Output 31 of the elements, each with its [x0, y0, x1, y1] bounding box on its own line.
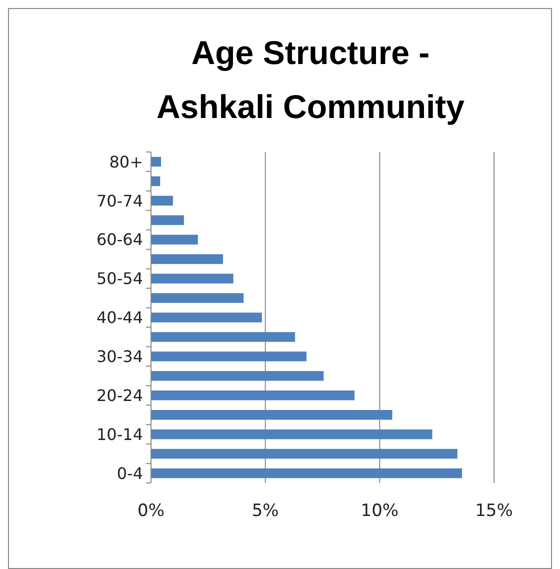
y-tick-label: 30-34: [96, 347, 143, 366]
x-tick-label: 10%: [360, 501, 399, 521]
y-tick-label: 20-24: [96, 386, 143, 405]
y-tick-label: 60-64: [96, 230, 143, 250]
bar: [151, 156, 162, 167]
bar: [151, 293, 244, 303]
x-tick-label: 15%: [475, 501, 513, 521]
bar: [151, 468, 462, 478]
y-tick-label: 10-14: [96, 424, 143, 444]
bar: [151, 352, 306, 362]
bar: [151, 196, 173, 206]
bar: [151, 332, 296, 342]
bar: [151, 410, 392, 420]
bar: [151, 429, 432, 440]
y-tick-label: 70-74: [96, 191, 143, 210]
x-tick-label: 0%: [138, 501, 164, 521]
bar: [151, 254, 224, 264]
bar: [151, 215, 184, 226]
y-tick-label: 40-44: [96, 308, 143, 328]
chart-title: Age Structure - Ashkali Community: [156, 34, 466, 125]
bar: [151, 274, 234, 284]
bar: [151, 371, 324, 381]
bar: [151, 448, 458, 459]
y-tick-label: 80+: [109, 152, 143, 172]
bar: [151, 312, 262, 322]
bar: [151, 234, 198, 244]
bar: [151, 390, 355, 400]
x-tick-label: 5%: [252, 501, 279, 521]
y-tick-label: 50-54: [96, 269, 143, 288]
y-tick-label: 0-4: [116, 464, 143, 483]
bar: [151, 176, 160, 186]
